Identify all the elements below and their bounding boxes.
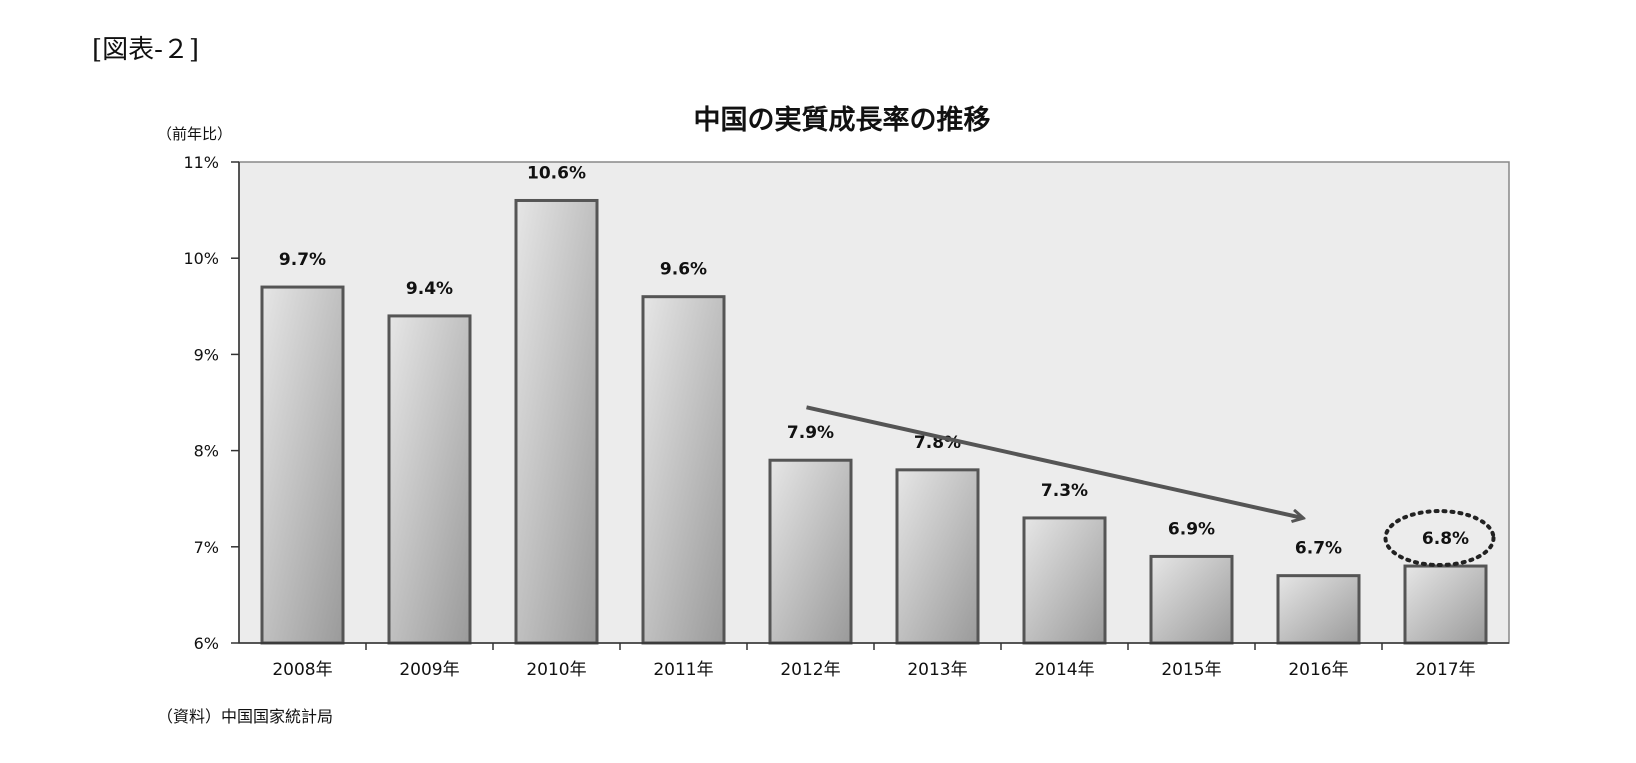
- highlight-circle: [1383, 509, 1496, 568]
- data-label: 7.9%: [787, 423, 834, 443]
- x-tick-label: 2013年: [907, 660, 967, 680]
- y-tick-label: 7%: [194, 538, 219, 557]
- data-label: 7.3%: [1041, 481, 1088, 501]
- chart-title: 中国の実質成長率の推移: [694, 104, 991, 136]
- annotations: [806, 405, 1496, 568]
- bar: [514, 198, 599, 645]
- figure-label: [図表-２]: [92, 35, 199, 65]
- x-tick-label: 2014年: [1034, 660, 1094, 680]
- data-label: 9.7%: [279, 250, 326, 270]
- data-labels: 9.7%9.4%10.6%9.6%7.9% 7.8%7.3%6.9%6.7% 6.8…: [279, 163, 1469, 558]
- x-tick-label: 2015年: [1161, 660, 1221, 680]
- x-tick-label: 2008年: [272, 660, 332, 680]
- y-tick-label: 10%: [183, 249, 219, 268]
- data-label: 6.9%: [1168, 519, 1215, 539]
- bar: [768, 458, 853, 645]
- x-tick-label: 2016年: [1288, 660, 1348, 680]
- bar: [1149, 554, 1234, 645]
- bar: [641, 295, 726, 645]
- bar: [387, 314, 472, 645]
- data-label: 6.8%: [1422, 529, 1469, 549]
- bar: [895, 468, 980, 645]
- y-tick-label: 9%: [194, 345, 219, 364]
- y-axis-unit-label: （前年比）: [157, 125, 232, 143]
- trend-arrow: [806, 405, 1303, 518]
- y-tick-label: 11%: [183, 153, 219, 172]
- x-axis: 2008年 2009年 2010年 2011年 2012年 2013年 2014年 2015年…: [239, 642, 1509, 680]
- y-tick-label: 6%: [194, 634, 219, 653]
- x-tick-label: 2017年: [1415, 660, 1475, 680]
- bars: [260, 198, 1488, 645]
- y-axis: 6% 7% 8% 9% 10% 11%: [183, 153, 240, 653]
- bar: [1022, 516, 1107, 645]
- y-tick-label: 8%: [194, 442, 219, 461]
- source-note: （資料）中国国家統計局: [157, 707, 333, 726]
- x-tick-label: 2009年: [399, 660, 459, 680]
- data-label: 9.4%: [406, 279, 453, 299]
- data-label: 9.6%: [660, 260, 707, 280]
- data-label: 10.6%: [527, 163, 586, 183]
- bar: [1403, 564, 1488, 645]
- x-tick-label: 2012年: [780, 660, 840, 680]
- data-label: 6.7%: [1295, 539, 1342, 559]
- bar: [260, 285, 345, 645]
- bar: [1276, 574, 1361, 645]
- x-tick-label: 2011年: [653, 660, 713, 680]
- x-tick-label: 2010年: [526, 660, 586, 680]
